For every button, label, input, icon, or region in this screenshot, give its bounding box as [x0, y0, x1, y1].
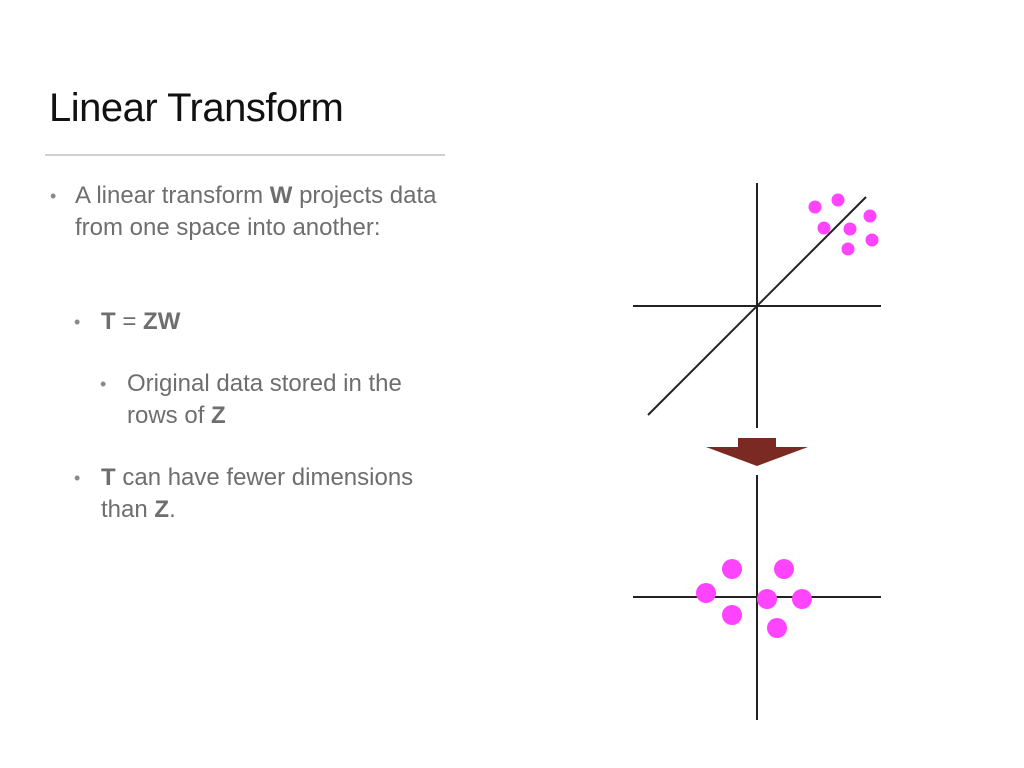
transformed-point	[767, 618, 787, 638]
transformed-point	[696, 583, 716, 603]
bold-term: W	[269, 182, 293, 209]
data-point	[808, 200, 822, 214]
slide-title: Linear Transform	[49, 86, 344, 130]
bullet-text: T = ZW	[101, 308, 180, 335]
bullet-t-equals-zw: • T = ZW	[74, 306, 441, 338]
transformed-point	[722, 605, 742, 625]
bullet-fewer-dimensions: • T can have fewer dimensions than Z.	[74, 462, 451, 526]
bullet-text-run: can have fewer dimensions than	[101, 464, 414, 523]
projection-direction-line	[647, 196, 867, 416]
bullet-text-run: projects data from one space into anothe…	[75, 182, 437, 241]
original-space-plot	[633, 183, 881, 428]
bold-term: Z	[211, 402, 226, 429]
bullet-text: Original data stored in the rows of Z	[127, 370, 402, 429]
bullet-dot: •	[74, 468, 81, 488]
bold-term: T	[101, 464, 116, 491]
bullet-text: A linear transform W projects data from …	[75, 182, 437, 241]
bullet-text-run: .	[169, 496, 176, 523]
bold-term: ZW	[143, 308, 181, 335]
bullet-dot: •	[100, 374, 107, 394]
data-point	[863, 209, 877, 223]
bullet-text: T can have fewer dimensions than Z.	[101, 464, 413, 523]
bold-term: T	[101, 308, 116, 335]
data-point	[843, 222, 857, 236]
transformed-point	[792, 589, 812, 609]
data-point	[817, 221, 831, 235]
bullet-text-run: Original data stored in the rows of	[127, 370, 402, 429]
bullet-text-run: =	[115, 308, 144, 335]
bullet-dot: •	[50, 186, 57, 206]
transformed-space-plot	[633, 475, 881, 720]
projection-diagram	[633, 183, 881, 720]
bullet-dot: •	[74, 312, 81, 332]
bullet-text-run: A linear transform	[75, 182, 270, 209]
transform-arrow-icon	[706, 438, 808, 466]
data-point	[841, 242, 855, 256]
transformed-point	[722, 559, 742, 579]
data-point	[865, 233, 879, 247]
transformed-point	[774, 559, 794, 579]
bold-term: Z	[154, 496, 170, 523]
title-divider	[45, 154, 445, 156]
data-point	[831, 193, 845, 207]
transformed-point	[757, 589, 777, 609]
bullet-linear-transform: • A linear transform W projects data fro…	[50, 180, 445, 244]
bullet-original-data: • Original data stored in the rows of Z	[100, 368, 447, 432]
